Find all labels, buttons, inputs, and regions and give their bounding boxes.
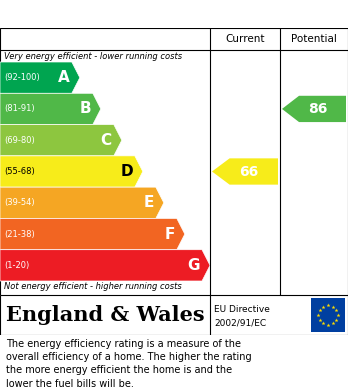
Text: F: F (164, 226, 175, 242)
Polygon shape (0, 250, 210, 281)
Text: A: A (58, 70, 70, 85)
Polygon shape (0, 125, 122, 156)
Polygon shape (0, 187, 164, 219)
Text: Very energy efficient - lower running costs: Very energy efficient - lower running co… (4, 52, 182, 61)
Polygon shape (0, 93, 101, 125)
Text: The energy efficiency rating is a measure of the
overall efficiency of a home. T: The energy efficiency rating is a measur… (6, 339, 252, 389)
Text: Current: Current (225, 34, 265, 44)
Text: 86: 86 (308, 102, 328, 116)
Polygon shape (212, 158, 278, 185)
Polygon shape (0, 156, 143, 187)
Text: Potential: Potential (291, 34, 337, 44)
Text: E: E (143, 195, 154, 210)
Text: D: D (120, 164, 133, 179)
Text: B: B (79, 101, 91, 117)
Text: C: C (101, 133, 112, 148)
Text: G: G (188, 258, 200, 273)
Polygon shape (282, 96, 346, 122)
Text: England & Wales: England & Wales (6, 305, 204, 325)
Text: 66: 66 (239, 165, 259, 179)
Text: 2002/91/EC: 2002/91/EC (214, 319, 266, 328)
Text: (55-68): (55-68) (4, 167, 35, 176)
Polygon shape (0, 219, 185, 250)
Text: (69-80): (69-80) (4, 136, 35, 145)
Text: EU Directive: EU Directive (214, 305, 270, 314)
Text: (39-54): (39-54) (4, 198, 34, 207)
Polygon shape (0, 62, 80, 93)
Text: (92-100): (92-100) (4, 73, 40, 82)
Text: Not energy efficient - higher running costs: Not energy efficient - higher running co… (4, 282, 182, 291)
Text: (1-20): (1-20) (4, 261, 29, 270)
Text: (21-38): (21-38) (4, 230, 35, 239)
Bar (311, 298, 345, 332)
Text: Energy Efficiency Rating: Energy Efficiency Rating (7, 7, 228, 22)
Text: (81-91): (81-91) (4, 104, 34, 113)
